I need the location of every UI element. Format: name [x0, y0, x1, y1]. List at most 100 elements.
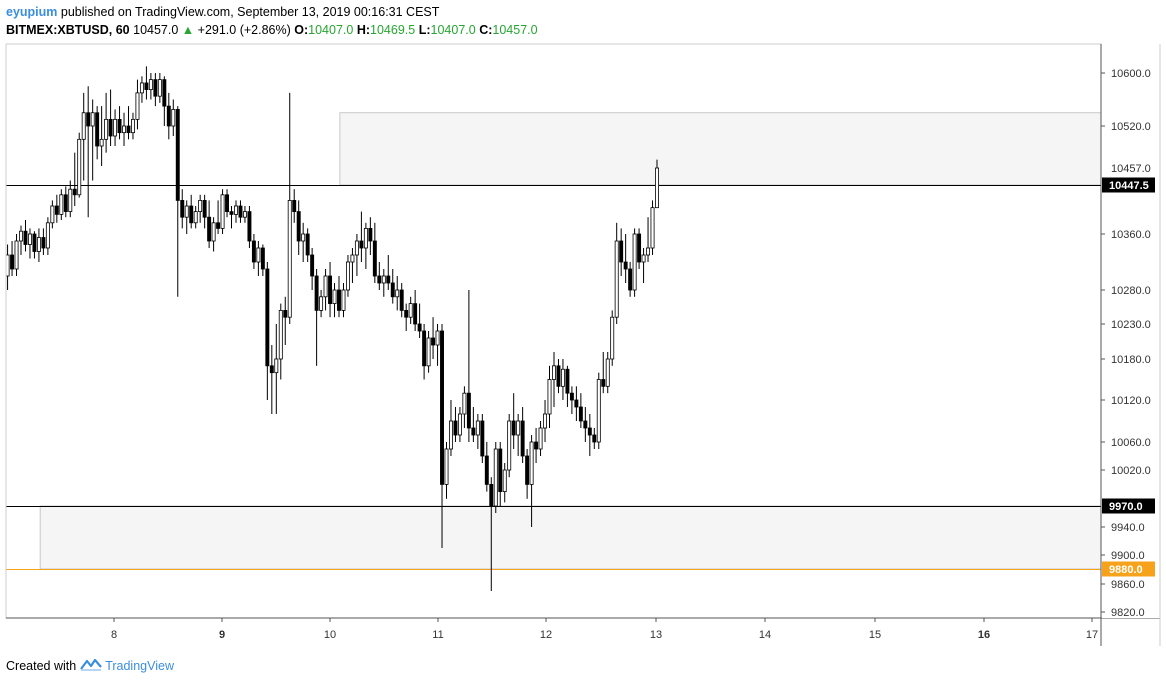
candle-body [10, 254, 15, 270]
candle [184, 200, 189, 234]
candle [489, 477, 494, 591]
y-tick-label: 10060.0 [1111, 437, 1151, 449]
candle [413, 290, 418, 331]
candle [27, 228, 32, 259]
candle-body [453, 420, 458, 436]
candle [198, 194, 203, 223]
candle [507, 414, 512, 478]
candle [511, 393, 516, 449]
candle-body [131, 118, 135, 134]
candle [556, 359, 561, 394]
tradingview-brand-link[interactable]: TradingView [105, 658, 174, 673]
candle-body [332, 289, 337, 305]
candle-body [113, 118, 118, 137]
candle-body [104, 118, 109, 140]
candle [578, 393, 583, 428]
candle-body [323, 275, 328, 298]
x-tick-label: 13 [650, 629, 662, 641]
candle-body [242, 211, 247, 218]
tradingview-logo-icon[interactable] [80, 657, 103, 674]
price-tag-1-label: 10447.5 [1109, 180, 1149, 192]
candle [390, 269, 395, 304]
author-link[interactable]: eyupium [6, 5, 58, 19]
created-with-text: Created with [6, 658, 77, 673]
candle-body [328, 275, 333, 305]
candle-body [260, 247, 265, 270]
candle-body [462, 392, 467, 415]
candle [287, 92, 292, 324]
candle-body [148, 79, 153, 90]
candle [632, 228, 637, 297]
y-tick-label: 10120.0 [1111, 395, 1151, 407]
candle-body [153, 79, 158, 97]
candle [202, 194, 207, 229]
price-tag-3-label: 9880.0 [1109, 564, 1143, 576]
y-tick-label: 10020.0 [1111, 465, 1151, 477]
candle-body [274, 358, 279, 374]
candle-body [354, 240, 359, 256]
candle-body [480, 420, 485, 457]
candle [81, 92, 86, 181]
y-tick-label: 10280.0 [1111, 285, 1151, 297]
candle [345, 255, 350, 297]
candle-body [426, 337, 431, 367]
candle-body [72, 188, 77, 196]
candle [502, 463, 507, 503]
candle-body [646, 247, 651, 256]
candle-body [525, 455, 530, 485]
candle-body [251, 240, 256, 263]
candle [619, 228, 624, 276]
candle [260, 244, 265, 276]
candle-body [19, 230, 23, 242]
candle [216, 200, 221, 234]
candle [596, 372, 601, 449]
candle [493, 442, 498, 513]
low-value: 10407.0 [430, 23, 476, 37]
candle-body [498, 448, 503, 492]
change-arrow-icon: ▲ [181, 23, 195, 37]
candle-body [395, 289, 400, 298]
candle [41, 228, 46, 255]
candle-body [359, 240, 364, 249]
candle [301, 222, 306, 262]
change-value: +291.0 (+2.86%) [197, 23, 291, 37]
candle-body [583, 420, 588, 429]
candle-body [216, 222, 221, 229]
candle [399, 283, 404, 318]
candle [283, 296, 288, 345]
candle-body [41, 237, 46, 249]
candle-body [122, 125, 126, 134]
candle-body [538, 427, 543, 450]
candle-body [489, 483, 494, 507]
candle-body [211, 222, 216, 242]
candle [587, 414, 592, 456]
candle [525, 449, 530, 499]
candle [422, 324, 427, 380]
candle-body [623, 261, 628, 270]
candle-body [193, 211, 198, 224]
x-tick-label: 8 [111, 629, 117, 641]
candle-body [269, 365, 274, 374]
candle [314, 269, 319, 366]
candle-body [350, 254, 355, 263]
candle [108, 89, 113, 146]
candle [238, 200, 243, 223]
candle [189, 194, 194, 229]
candle-body [77, 138, 82, 196]
candle [538, 421, 543, 456]
candle [328, 262, 333, 318]
candle-body [592, 434, 597, 443]
candle [341, 283, 346, 318]
candle-body [547, 379, 552, 415]
candle [166, 92, 171, 140]
candle-body [278, 309, 283, 360]
candle-body [27, 233, 32, 245]
candle-body [180, 199, 185, 218]
candle [641, 248, 646, 283]
candle [247, 206, 252, 248]
candle [32, 231, 37, 259]
candle-body [386, 275, 391, 284]
candle-body [220, 194, 225, 229]
candle [601, 352, 606, 394]
